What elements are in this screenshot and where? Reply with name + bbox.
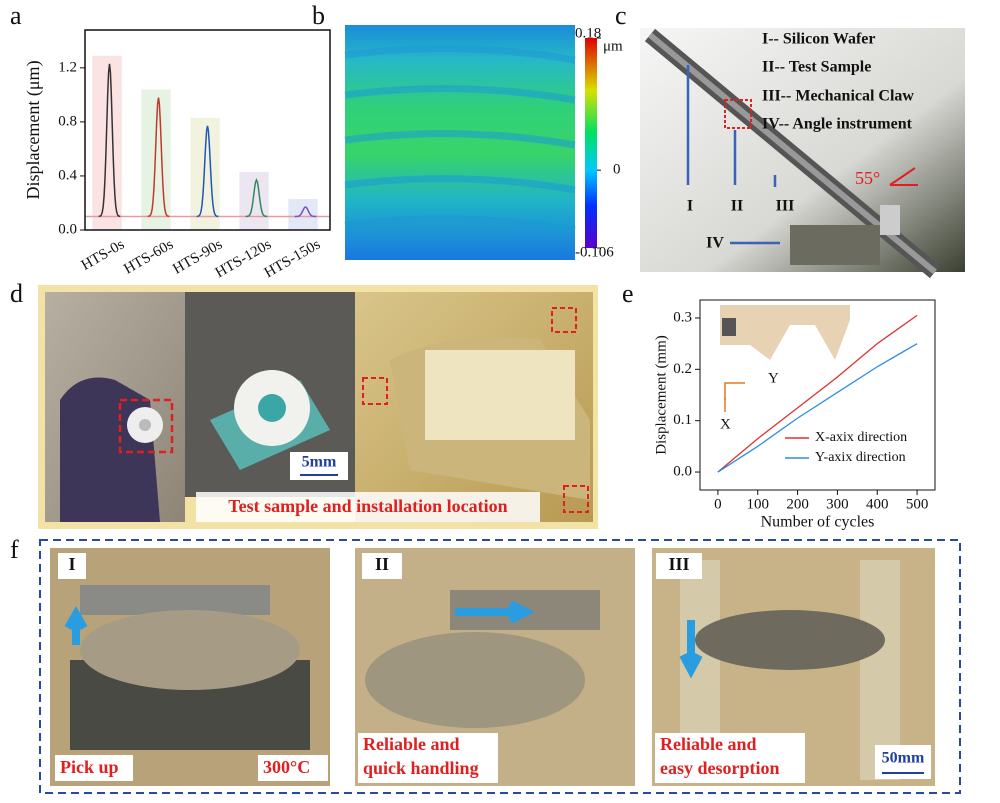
step-caption: Pick up — [60, 757, 119, 777]
legend-text: I-- Silicon Wafer — [762, 31, 875, 48]
y-axis-label: Displacement (mm) — [653, 335, 669, 455]
peak — [98, 63, 121, 218]
panel-label: d — [10, 279, 23, 308]
peak — [196, 125, 219, 218]
marker-label: IV — [706, 235, 724, 252]
marker-label: II — [731, 198, 743, 215]
x-tick-label: 100 — [747, 496, 770, 512]
y-tick-label: 1.2 — [58, 59, 77, 75]
x-tick-label: 400 — [866, 496, 889, 512]
colorbar-tick-label: -0.106 — [575, 244, 614, 260]
y-tick-label: 0.3 — [673, 309, 692, 325]
step-caption: Reliable and — [363, 734, 460, 754]
plot-frame — [699, 299, 936, 491]
step-label: III — [668, 554, 689, 574]
y-tick-label: 0.2 — [673, 361, 692, 377]
scale-label: 50mm — [882, 750, 925, 767]
y-axis-label: Displacement (μm) — [23, 60, 44, 199]
x-tick-label: HTS-150s — [262, 237, 324, 282]
panel-label: e — [622, 279, 634, 308]
x-axis-label: Number of cycles — [761, 514, 875, 531]
panel-label: f — [10, 535, 19, 564]
inset-photo — [720, 305, 850, 412]
peak — [147, 97, 170, 218]
legend-label: X-axix direction — [815, 430, 907, 445]
legend-text: II-- Test Sample — [762, 59, 871, 76]
x-tick-label: 500 — [906, 496, 929, 512]
legend-text: IV-- Angle instrument — [762, 116, 913, 133]
x-tick-label: 300 — [826, 496, 849, 512]
peak-shade — [288, 199, 318, 230]
x-tick-label: HTS-60s — [121, 237, 176, 278]
marker-label: III — [776, 198, 795, 215]
x-tick-label: HTS-0s — [79, 237, 128, 274]
legend-label: Y-axix direction — [815, 450, 906, 465]
panel-label: c — [615, 1, 627, 30]
x-tick-label: 200 — [786, 496, 809, 512]
panel-label: b — [312, 1, 325, 30]
series-line — [717, 314, 918, 473]
photo — [38, 285, 598, 529]
photo — [640, 28, 965, 279]
peak-shade — [190, 117, 220, 230]
plot-frame — [84, 29, 331, 231]
inset-axis-label: X — [720, 416, 731, 432]
peak-shade — [141, 89, 171, 230]
x-tick-label: 0 — [714, 496, 722, 512]
y-tick-label: 0.4 — [58, 167, 77, 183]
peak-shade — [239, 172, 269, 230]
photo — [50, 548, 935, 786]
y-tick-label: 0.8 — [58, 113, 77, 129]
panel-label: a — [10, 1, 22, 30]
legend-text: III-- Mechanical Claw — [762, 88, 914, 105]
step-label: I — [68, 554, 75, 574]
step-caption: Reliable and — [660, 734, 757, 754]
heatmap-image — [344, 25, 576, 260]
colorbar-unit: μm — [603, 38, 623, 54]
y-tick-label: 0.0 — [58, 221, 77, 237]
y-tick-label: 0.1 — [673, 412, 692, 428]
panel-frame — [39, 539, 961, 794]
marker-label: I — [687, 198, 693, 215]
step-caption: easy desorption — [660, 758, 780, 778]
y-tick-label: 0.0 — [673, 463, 692, 479]
peak — [245, 178, 268, 218]
colorbar-tick-label: 0 — [613, 162, 621, 178]
step-note: 300°C — [263, 757, 310, 777]
peak — [294, 206, 317, 218]
step-label: II — [375, 554, 389, 574]
scale-label: 5mm — [302, 454, 337, 471]
colorbar — [585, 38, 597, 248]
series-line — [717, 343, 918, 473]
peak-shade — [92, 55, 122, 230]
caption: Test sample and installation location — [228, 496, 507, 516]
colorbar-tick-label: 0.18 — [575, 25, 601, 41]
inset-axis-label: Y — [768, 370, 779, 386]
angle-label: 55° — [855, 168, 880, 188]
step-caption: quick handling — [363, 758, 479, 778]
